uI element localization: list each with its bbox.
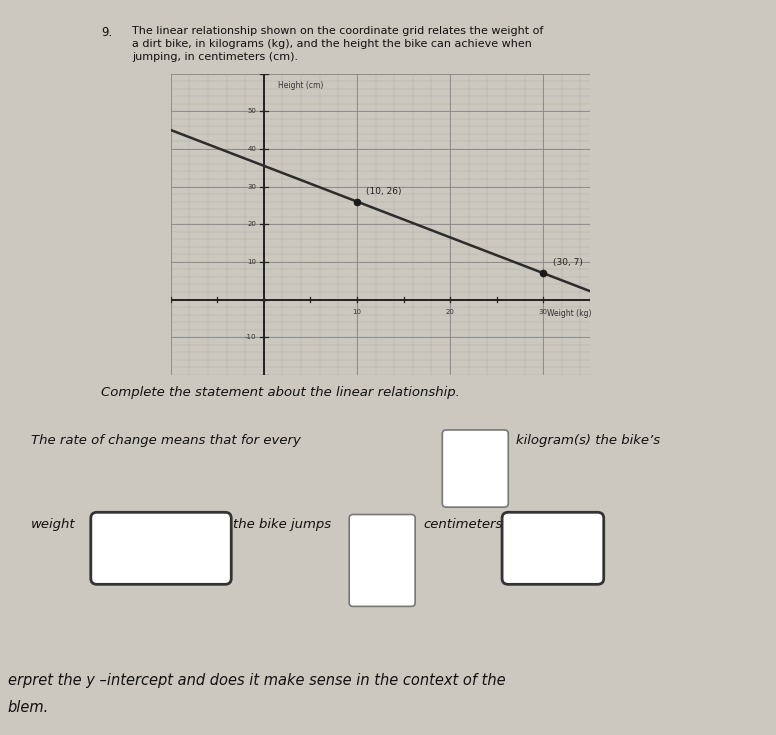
Text: o: o [379, 539, 386, 549]
Text: 40: 40 [248, 146, 256, 152]
Text: (30, 7): (30, 7) [553, 259, 582, 268]
Text: 20: 20 [445, 309, 455, 315]
Text: o: o [379, 522, 386, 532]
Text: kilogram(s) the bike’s: kilogram(s) the bike’s [516, 434, 660, 447]
Text: Weight (kg): Weight (kg) [547, 309, 591, 318]
Text: Height (cm): Height (cm) [278, 81, 323, 90]
Text: weight: weight [31, 518, 76, 531]
Text: o: o [379, 587, 386, 598]
Text: o   increases,: o increases, [106, 548, 206, 561]
Text: blem.: blem. [8, 700, 49, 714]
Text: 10: 10 [248, 259, 256, 265]
Text: o: o [472, 484, 479, 495]
Text: The rate of change means that for every: The rate of change means that for every [31, 434, 301, 447]
Text: o: o [472, 438, 479, 448]
Text: o   less.: o less. [518, 524, 575, 537]
Text: o: o [472, 467, 479, 478]
Text: 50: 50 [248, 108, 256, 114]
Text: The linear relationship shown on the coordinate grid relates the weight of
a dir: The linear relationship shown on the coo… [132, 26, 543, 62]
Text: o: o [379, 556, 386, 566]
Text: Complete the statement about the linear relationship.: Complete the statement about the linear … [101, 386, 459, 399]
Text: o: o [472, 453, 479, 463]
Text: o: o [379, 573, 386, 583]
Text: centimeters: centimeters [423, 518, 502, 531]
Text: erpret the y –intercept and does it make sense in the context of the: erpret the y –intercept and does it make… [8, 673, 505, 687]
Text: 30: 30 [248, 184, 256, 190]
Text: the bike jumps: the bike jumps [233, 518, 331, 531]
Text: 30: 30 [539, 309, 548, 315]
Text: 10: 10 [352, 309, 362, 315]
Text: o   decreases,: o decreases, [106, 524, 210, 537]
Text: 9.: 9. [101, 26, 112, 39]
Text: o   more.: o more. [518, 548, 584, 561]
Text: 20: 20 [248, 221, 256, 227]
Text: -10: -10 [245, 334, 256, 340]
Text: (10, 26): (10, 26) [366, 187, 402, 196]
